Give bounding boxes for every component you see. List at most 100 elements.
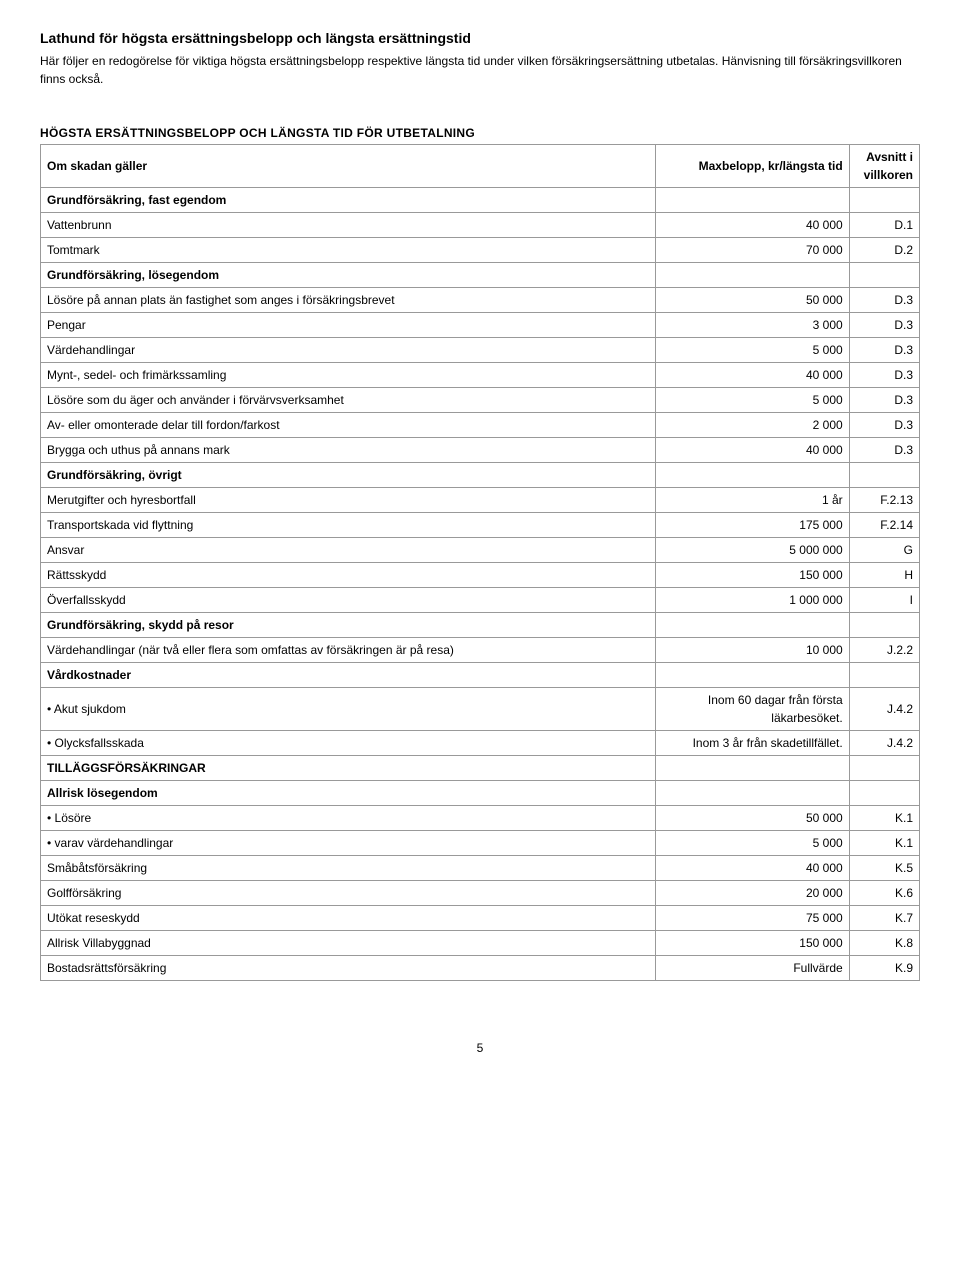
cell-label: Ansvar <box>41 538 656 563</box>
cell-section <box>849 663 919 688</box>
table-row: Grundförsäkring, fast egendom <box>41 188 920 213</box>
cell-section: D.3 <box>849 288 919 313</box>
cell-value: 1 000 000 <box>656 588 849 613</box>
table-row: Allrisk lösegendom <box>41 781 920 806</box>
cell-value: 75 000 <box>656 906 849 931</box>
table-row: Småbåtsförsäkring40 000K.5 <box>41 856 920 881</box>
cell-value: Fullvärde <box>656 956 849 981</box>
page-number: 5 <box>40 1041 920 1055</box>
cell-label: Bostadsrättsförsäkring <box>41 956 656 981</box>
cell-label: Pengar <box>41 313 656 338</box>
table-row: Mynt-, sedel- och frimärkssamling40 000D… <box>41 363 920 388</box>
cell-value: 175 000 <box>656 513 849 538</box>
cell-value: 5 000 000 <box>656 538 849 563</box>
cell-label: Brygga och uthus på annans mark <box>41 438 656 463</box>
cell-section <box>849 756 919 781</box>
cell-value: 2 000 <box>656 413 849 438</box>
cell-value <box>656 263 849 288</box>
cell-value: 5 000 <box>656 338 849 363</box>
cell-section: D.3 <box>849 388 919 413</box>
cell-section: J.4.2 <box>849 688 919 731</box>
table-title: HÖGSTA ERSÄTTNINGSBELOPP OCH LÄNGSTA TID… <box>40 126 920 140</box>
cell-value: 50 000 <box>656 288 849 313</box>
cell-value: 50 000 <box>656 806 849 831</box>
table-body: Om skadan gäller Maxbelopp, kr/längsta t… <box>41 145 920 981</box>
cell-label: Tomtmark <box>41 238 656 263</box>
cell-value: 3 000 <box>656 313 849 338</box>
cell-section: H <box>849 563 919 588</box>
cell-section: J.2.2 <box>849 638 919 663</box>
table-row: Pengar3 000D.3 <box>41 313 920 338</box>
cell-label: TILLÄGGSFÖRSÄKRINGAR <box>41 756 656 781</box>
cell-section: K.5 <box>849 856 919 881</box>
cell-label: Vårdkostnader <box>41 663 656 688</box>
cell-section: D.1 <box>849 213 919 238</box>
table-row: Utökat reseskydd75 000K.7 <box>41 906 920 931</box>
cell-label: Lösöre på annan plats än fastighet som a… <box>41 288 656 313</box>
cell-label: Mynt-, sedel- och frimärkssamling <box>41 363 656 388</box>
cell-section: K.8 <box>849 931 919 956</box>
cell-value <box>656 463 849 488</box>
cell-section: K.1 <box>849 831 919 856</box>
cell-value: 5 000 <box>656 388 849 413</box>
cell-section: F.2.13 <box>849 488 919 513</box>
cell-value <box>656 663 849 688</box>
cell-value: 10 000 <box>656 638 849 663</box>
table-row: Lösöre på annan plats än fastighet som a… <box>41 288 920 313</box>
table-row: Brygga och uthus på annans mark40 000D.3 <box>41 438 920 463</box>
cell-value <box>656 781 849 806</box>
cell-value: 40 000 <box>656 213 849 238</box>
cell-value: 20 000 <box>656 881 849 906</box>
header-col1: Om skadan gäller <box>41 145 656 188</box>
cell-section: D.3 <box>849 363 919 388</box>
cell-label: • Akut sjukdom <box>41 688 656 731</box>
cell-value: 40 000 <box>656 363 849 388</box>
table-row: • varav värdehandlingar5 000K.1 <box>41 831 920 856</box>
cell-value: 70 000 <box>656 238 849 263</box>
table-row: • Akut sjukdomInom 60 dagar från första … <box>41 688 920 731</box>
cell-section: D.3 <box>849 413 919 438</box>
cell-label: Småbåtsförsäkring <box>41 856 656 881</box>
table-row: • OlycksfallsskadaInom 3 år från skadeti… <box>41 731 920 756</box>
table-row: Merutgifter och hyresbortfall1 årF.2.13 <box>41 488 920 513</box>
page-heading: Lathund för högsta ersättningsbelopp och… <box>40 30 920 46</box>
table-row: Av- eller omonterade delar till fordon/f… <box>41 413 920 438</box>
header-col3: Avsnitt i villkoren <box>849 145 919 188</box>
cell-label: • Lösöre <box>41 806 656 831</box>
cell-section: D.3 <box>849 313 919 338</box>
table-row: • Lösöre50 000K.1 <box>41 806 920 831</box>
table-row: Lösöre som du äger och använder i förvär… <box>41 388 920 413</box>
cell-label: • Olycksfallsskada <box>41 731 656 756</box>
cell-label: Allrisk Villabyggnad <box>41 931 656 956</box>
cell-label: Grundförsäkring, skydd på resor <box>41 613 656 638</box>
cell-value <box>656 613 849 638</box>
cell-value: 150 000 <box>656 931 849 956</box>
table-row: Ansvar5 000 000G <box>41 538 920 563</box>
cell-value: Inom 3 år från skadetillfället. <box>656 731 849 756</box>
cell-section <box>849 781 919 806</box>
cell-value: 5 000 <box>656 831 849 856</box>
cell-label: Golfförsäkring <box>41 881 656 906</box>
cell-label: Rättsskydd <box>41 563 656 588</box>
intro-paragraph: Här följer en redogörelse för viktiga hö… <box>40 52 920 88</box>
table-row: TILLÄGGSFÖRSÄKRINGAR <box>41 756 920 781</box>
cell-value <box>656 756 849 781</box>
table-row: Allrisk Villabyggnad150 000K.8 <box>41 931 920 956</box>
table-row: Transportskada vid flyttning175 000F.2.1… <box>41 513 920 538</box>
cell-label: Vattenbrunn <box>41 213 656 238</box>
table-row: Vårdkostnader <box>41 663 920 688</box>
table-header-row: Om skadan gäller Maxbelopp, kr/längsta t… <box>41 145 920 188</box>
cell-label: Värdehandlingar (när två eller flera som… <box>41 638 656 663</box>
table-row: Tomtmark70 000D.2 <box>41 238 920 263</box>
table-row: Vattenbrunn40 000D.1 <box>41 213 920 238</box>
cell-section: K.9 <box>849 956 919 981</box>
cell-label: • varav värdehandlingar <box>41 831 656 856</box>
cell-section: I <box>849 588 919 613</box>
cell-section: D.3 <box>849 438 919 463</box>
cell-label: Värdehandlingar <box>41 338 656 363</box>
cell-section <box>849 188 919 213</box>
cell-label: Grundförsäkring, lösegendom <box>41 263 656 288</box>
cell-value: 150 000 <box>656 563 849 588</box>
cell-value: 1 år <box>656 488 849 513</box>
cell-value: 40 000 <box>656 438 849 463</box>
